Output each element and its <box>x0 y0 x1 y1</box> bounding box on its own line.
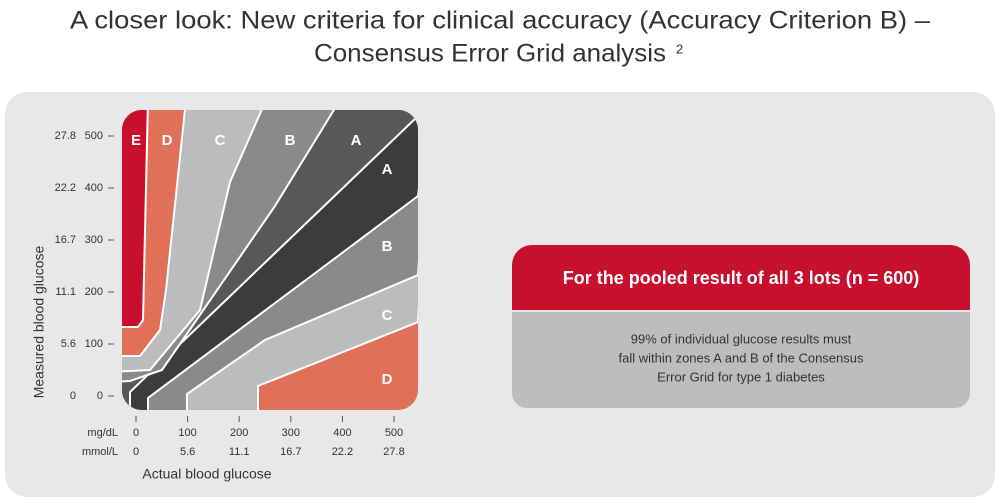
x-tick-label: 100 <box>178 427 196 439</box>
y-tick-label: 100 <box>85 338 103 350</box>
x-tick-label: 22.2 <box>332 446 353 458</box>
zone-label: D <box>382 371 393 388</box>
y-tick-label: 27.8 <box>55 130 76 142</box>
callout-text: fall within zones A and B of the Consens… <box>619 350 864 365</box>
y-tick-label: 300 <box>85 234 103 246</box>
y-tick-label: 0 <box>97 390 103 402</box>
zone-label: E <box>131 132 141 149</box>
x-unit-label: mg/dL <box>87 427 118 439</box>
zone-label: A <box>351 132 362 149</box>
x-tick-label: 200 <box>230 427 248 439</box>
y-tick-label: 0 <box>70 390 76 402</box>
y-tick-label: 11.1 <box>55 286 76 298</box>
x-tick-label: 27.8 <box>383 446 404 458</box>
title-line: Consensus Error Grid analysis <box>314 40 666 68</box>
x-tick-label: 0 <box>133 427 139 439</box>
x-tick-label: 5.6 <box>180 446 195 458</box>
zone-label: B <box>285 132 296 149</box>
title-line: A closer look: New criteria for clinical… <box>70 7 930 35</box>
zone-label: B <box>382 238 393 255</box>
callout-text: Error Grid for type 1 diabetes <box>657 369 825 384</box>
zone-e <box>122 110 150 328</box>
callout-text: 99% of individual glucose results must <box>631 331 852 346</box>
y-tick-label: 5.6 <box>61 338 76 350</box>
y-tick-label: 400 <box>85 182 103 194</box>
callout-body-bg <box>512 312 970 408</box>
y-axis-title: Measured blood glucose <box>31 246 47 399</box>
callout-header-bg <box>512 245 970 310</box>
zone-label: C <box>382 307 393 324</box>
x-tick-label: 300 <box>282 427 300 439</box>
footnote: 2 <box>676 41 683 56</box>
x-unit-label: mmol/L <box>82 446 118 458</box>
x-tick-label: 500 <box>385 427 403 439</box>
y-tick-label: 200 <box>85 286 103 298</box>
x-tick-label: 400 <box>333 427 351 439</box>
x-tick-label: 0 <box>133 446 139 458</box>
zone-label: A <box>382 161 393 178</box>
y-tick-label: 16.7 <box>55 234 76 246</box>
y-tick-label: 22.2 <box>55 182 76 194</box>
zone-label: D <box>162 132 173 149</box>
y-tick-label: 500 <box>85 130 103 142</box>
error-grid <box>122 110 418 410</box>
x-tick-label: 11.1 <box>229 446 250 458</box>
callout-header: For the pooled result of all 3 lots (n =… <box>563 268 920 288</box>
x-axis-title: Actual blood glucose <box>142 466 271 482</box>
zone-label: C <box>215 132 226 149</box>
x-tick-label: 16.7 <box>280 446 301 458</box>
